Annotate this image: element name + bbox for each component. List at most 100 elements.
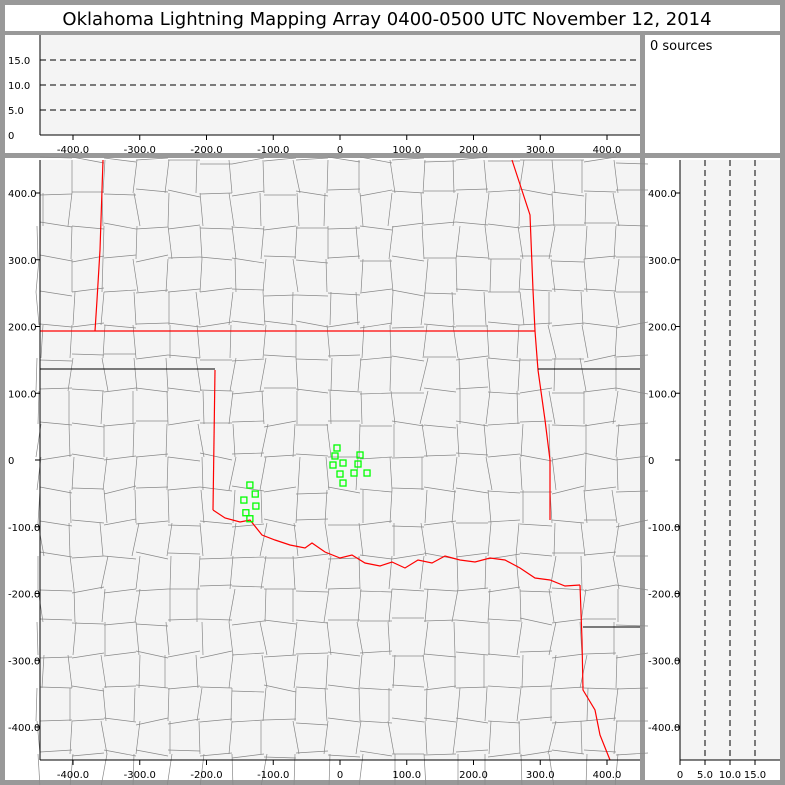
county-line [135,188,169,193]
county-line [359,520,393,526]
county-line [39,290,73,297]
county-line [295,553,329,559]
county-line [612,555,620,590]
county-line [453,621,456,656]
county-line [199,192,204,227]
county-line [199,321,233,328]
county-line [613,720,618,755]
alt-y-y-tick-label: 300.0 [648,256,677,267]
county-line [263,684,297,693]
county-line [547,720,557,755]
county-line [231,556,265,559]
county-line [135,623,169,627]
county-line [455,452,489,456]
oklahoma-texas-west-border [212,369,216,511]
county-line [292,720,300,755]
county-line [583,749,617,753]
county-line [359,488,393,493]
county-line [166,390,169,425]
county-line [327,587,361,590]
county-line [234,258,237,293]
county-line [329,291,332,326]
county-line [548,588,555,623]
county-line [325,456,330,491]
county-line [487,321,521,326]
county-line [260,225,265,260]
county-line [615,455,649,461]
station-marker [339,479,347,487]
county-line [580,555,583,590]
county-line [551,260,585,263]
county-line [456,687,461,722]
county-line [487,489,492,524]
county-line [580,588,587,623]
county-line [387,720,395,755]
county-line [359,750,393,757]
county-line [420,522,427,557]
county-line [39,656,73,659]
county-line [73,588,76,623]
county-line [101,588,106,623]
county-line [548,225,556,260]
county-line [37,390,40,425]
county-line [231,288,265,291]
alt-x-tick-label: -100.0 [257,145,289,156]
county-line [228,588,236,623]
county-line [420,291,426,326]
county-line [455,686,489,689]
county-line [231,226,265,230]
county-line [102,225,105,260]
county-line [359,590,393,593]
county-line [391,289,425,297]
county-line [167,288,201,293]
county-line [165,258,169,293]
county-line [102,159,106,194]
county-line [72,621,77,656]
county-line [612,390,619,425]
county-line [231,620,265,626]
county-line [199,522,204,557]
county-line [37,522,45,557]
county-line [135,717,169,726]
county-line [135,520,169,525]
county-line [35,258,40,293]
county-line [615,162,649,165]
county-line [263,718,297,721]
county-line [71,388,105,392]
county-line [615,224,649,227]
county-line [195,159,198,194]
title-bar [5,5,780,31]
county-line [35,687,38,722]
county-line [39,589,73,592]
county-line [519,291,525,326]
county-line [519,224,553,228]
county-line [551,192,555,227]
county-line [37,753,41,785]
county-line [548,621,557,656]
county-line [613,225,617,260]
county-line [199,686,233,689]
county-line [358,687,361,722]
county-line [295,357,299,392]
alt-y-x-tick-label: 0 [677,770,683,781]
county-line [295,722,329,726]
county-line [389,456,393,491]
station-marker [240,496,248,504]
county-line [615,687,649,690]
county-line [39,193,73,196]
county-line [135,684,169,689]
county-line [229,357,237,392]
alt-y-y-tick-label: -400.0 [648,723,680,734]
county-line [297,456,301,491]
county-line [517,225,524,260]
county-line [201,621,204,656]
plan-x-tick-label: 100.0 [392,770,421,781]
county-line [583,584,617,592]
county-line [135,621,140,656]
county-line [228,159,233,194]
county-line [390,291,394,326]
county-line [167,685,201,690]
county-line [295,190,329,197]
alt-x-tick-label: 100.0 [392,145,421,156]
plan-x-tick-label: -400.0 [57,770,89,781]
